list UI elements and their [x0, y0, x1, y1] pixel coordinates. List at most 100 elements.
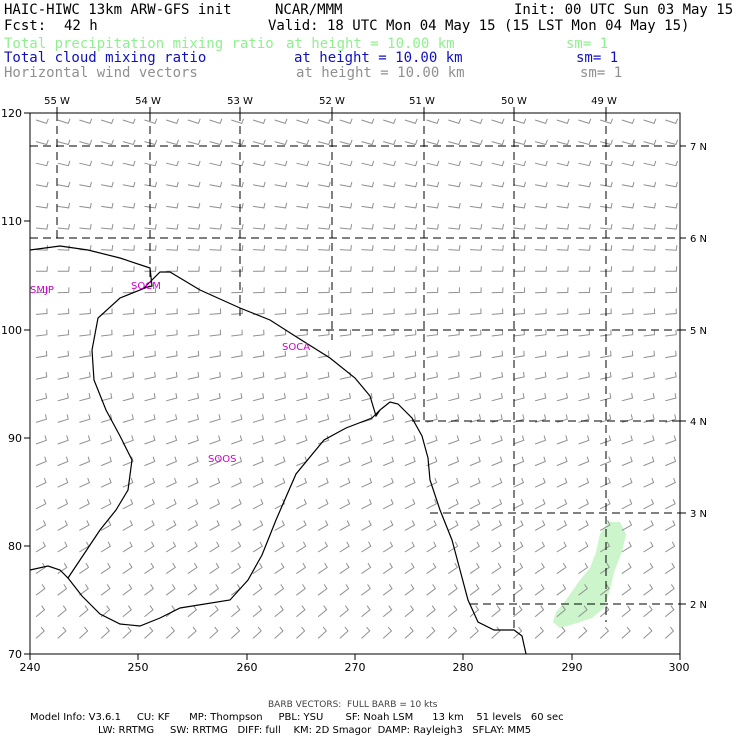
wind-barb [469, 626, 479, 639]
wind-barb [491, 266, 504, 272]
wind-barb [57, 393, 69, 402]
wind-barb [383, 350, 395, 359]
wind-barb [122, 562, 133, 575]
wind-barb [35, 414, 48, 423]
wind-barb [556, 329, 569, 337]
wind-barb [600, 224, 613, 230]
wind-barb [166, 160, 179, 167]
wind-barb [404, 224, 418, 230]
wind-barb [621, 371, 634, 380]
wind-barb [144, 541, 155, 553]
wind-barb [600, 350, 612, 359]
wind-barb [513, 520, 524, 531]
wind-barb [404, 393, 417, 402]
wind-barb [383, 160, 396, 167]
wind-barb [35, 350, 48, 359]
wind-barb [296, 287, 309, 294]
wind-barb [361, 520, 372, 531]
region-label-socm: SOCM [131, 281, 161, 292]
wind-barb [209, 499, 221, 510]
wind-barb [209, 350, 221, 359]
wind-barb [166, 118, 179, 125]
wind-barb [600, 245, 613, 251]
wind-barb [57, 329, 70, 337]
wind-barb [252, 118, 266, 125]
wind-barb [144, 499, 155, 510]
wind-barb [556, 435, 568, 445]
wind-barb [621, 266, 634, 272]
wind-barb [274, 605, 284, 618]
wind-barb [448, 118, 462, 125]
wind-barb [122, 329, 135, 337]
wind-barb [35, 224, 49, 230]
wind-barb [274, 414, 286, 423]
wind-barb [231, 350, 243, 359]
wind-barb [318, 245, 331, 251]
wind-barb [665, 456, 677, 467]
wind-barb [382, 477, 394, 488]
valid-time: Valid: 18 UTC Mon 04 May 15 (15 LST Mon … [268, 18, 690, 34]
wind-barb [426, 350, 438, 359]
wind-barb [209, 541, 220, 553]
wind-barb [35, 202, 49, 209]
wind-barb [57, 287, 70, 294]
wind-barb [643, 541, 654, 553]
map-canvas: 55 W 54 W 53 W 52 W 51 W 50 W 49 W 7 N 6… [1, 96, 707, 674]
lon-label: 52 W [319, 96, 345, 107]
wind-barb [274, 224, 287, 230]
wind-barb [57, 626, 67, 639]
wind-barb [361, 393, 373, 402]
wind-barb [101, 181, 114, 188]
wind-barb [296, 139, 310, 146]
wind-barb [35, 584, 46, 596]
wind-barb [535, 202, 548, 209]
wind-barb [361, 245, 374, 251]
wind-barb [556, 118, 570, 125]
wind-barb [165, 584, 176, 596]
wind-barb [469, 414, 482, 423]
wind-barb [101, 329, 113, 337]
wind-barb [599, 584, 610, 596]
wind-barb [469, 477, 481, 488]
wind-barb [578, 266, 591, 272]
wind-barb [166, 266, 179, 272]
wind-barb [426, 371, 438, 380]
wind-barb [665, 477, 676, 488]
wind-barb [166, 287, 178, 294]
wind-barb [166, 308, 178, 315]
wind-barb [621, 308, 634, 315]
wind-barb [252, 160, 266, 167]
wind-barb [296, 266, 309, 272]
wind-barb [144, 118, 158, 125]
wind-barb [144, 562, 155, 575]
lat-label: 6 N [690, 234, 707, 245]
wind-barb [100, 520, 112, 531]
wind-barb [165, 499, 177, 510]
wind-barb [404, 371, 417, 380]
wind-barb [122, 605, 132, 618]
wind-barb [35, 456, 47, 467]
wind-barb [383, 371, 395, 380]
wind-barb [469, 139, 483, 146]
wind-barb [600, 308, 612, 315]
wind-barb [665, 393, 677, 402]
field-wind-name: Horizontal wind vectors [4, 65, 198, 81]
wind-barb [187, 626, 197, 639]
wind-barb [513, 371, 525, 380]
fcst-value: 42 h [64, 18, 98, 34]
wind-barb [339, 605, 349, 618]
wind-barb [382, 562, 393, 575]
wind-barb [469, 541, 480, 553]
wind-barb [274, 584, 285, 596]
wind-barb [448, 371, 460, 380]
wind-barb [187, 266, 200, 272]
wind-barb [361, 562, 372, 575]
frame-ticks [24, 107, 686, 660]
wind-barb [100, 499, 112, 510]
lat-label: 5 N [690, 326, 707, 337]
wind-barb [35, 499, 47, 510]
wind-barb [556, 584, 567, 596]
wind-barb [122, 371, 135, 380]
wind-barb [448, 435, 460, 445]
wind-barb [274, 456, 286, 467]
